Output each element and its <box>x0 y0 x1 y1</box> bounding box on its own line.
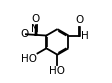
Text: N: N <box>31 24 39 34</box>
Text: HO: HO <box>21 54 37 64</box>
Text: H: H <box>81 31 88 41</box>
Text: O: O <box>32 14 40 24</box>
Text: O: O <box>20 29 29 39</box>
Text: HO: HO <box>49 66 65 76</box>
Text: O: O <box>75 15 83 25</box>
